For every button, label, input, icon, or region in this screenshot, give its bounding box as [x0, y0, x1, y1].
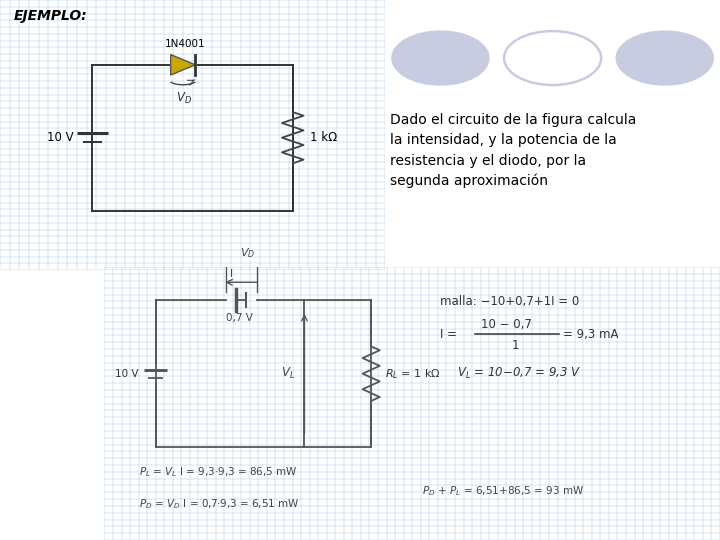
Text: 1N4001: 1N4001 [165, 39, 205, 49]
Text: 10 − 0,7: 10 − 0,7 [481, 318, 531, 330]
Text: I =: I = [439, 328, 456, 341]
Text: 1 kΩ: 1 kΩ [310, 131, 338, 144]
Text: $V_L$: $V_L$ [281, 366, 295, 381]
Text: Dado el circuito de la figura calcula
la intensidad, y la potencia de la
resiste: Dado el circuito de la figura calcula la… [390, 113, 636, 188]
Text: 1: 1 [511, 339, 519, 352]
Ellipse shape [504, 31, 601, 85]
Polygon shape [171, 55, 195, 75]
Text: 10 V: 10 V [47, 131, 73, 144]
Text: $P_D$ = $V_D$ I = 0,7·9,3 = 6,51 mW: $P_D$ = $V_D$ I = 0,7·9,3 = 6,51 mW [138, 498, 300, 511]
Text: 10 V: 10 V [115, 369, 138, 379]
Text: $V_D$: $V_D$ [240, 247, 255, 260]
Text: malla: −10+0,7+1I = 0: malla: −10+0,7+1I = 0 [439, 295, 579, 308]
Ellipse shape [392, 31, 489, 85]
Text: $P_D$ + $P_L$ = 6,51+86,5 = 93 mW: $P_D$ + $P_L$ = 6,51+86,5 = 93 mW [423, 484, 585, 498]
Text: $R_L$ = 1 k$\Omega$: $R_L$ = 1 k$\Omega$ [384, 367, 441, 381]
Text: = 9,3 mA: = 9,3 mA [563, 328, 618, 341]
Text: I: I [230, 269, 233, 279]
Text: EJEMPLO:: EJEMPLO: [14, 10, 87, 23]
Ellipse shape [616, 31, 714, 85]
Text: $V_D$: $V_D$ [176, 91, 192, 105]
Text: $V_L$ = 10−0,7 = 9,3 V: $V_L$ = 10−0,7 = 9,3 V [456, 366, 581, 381]
Text: 0,7 V: 0,7 V [226, 313, 253, 323]
Text: $P_L$ = $V_L$ I = 9,3·9,3 = 86,5 mW: $P_L$ = $V_L$ I = 9,3·9,3 = 86,5 mW [138, 465, 297, 479]
